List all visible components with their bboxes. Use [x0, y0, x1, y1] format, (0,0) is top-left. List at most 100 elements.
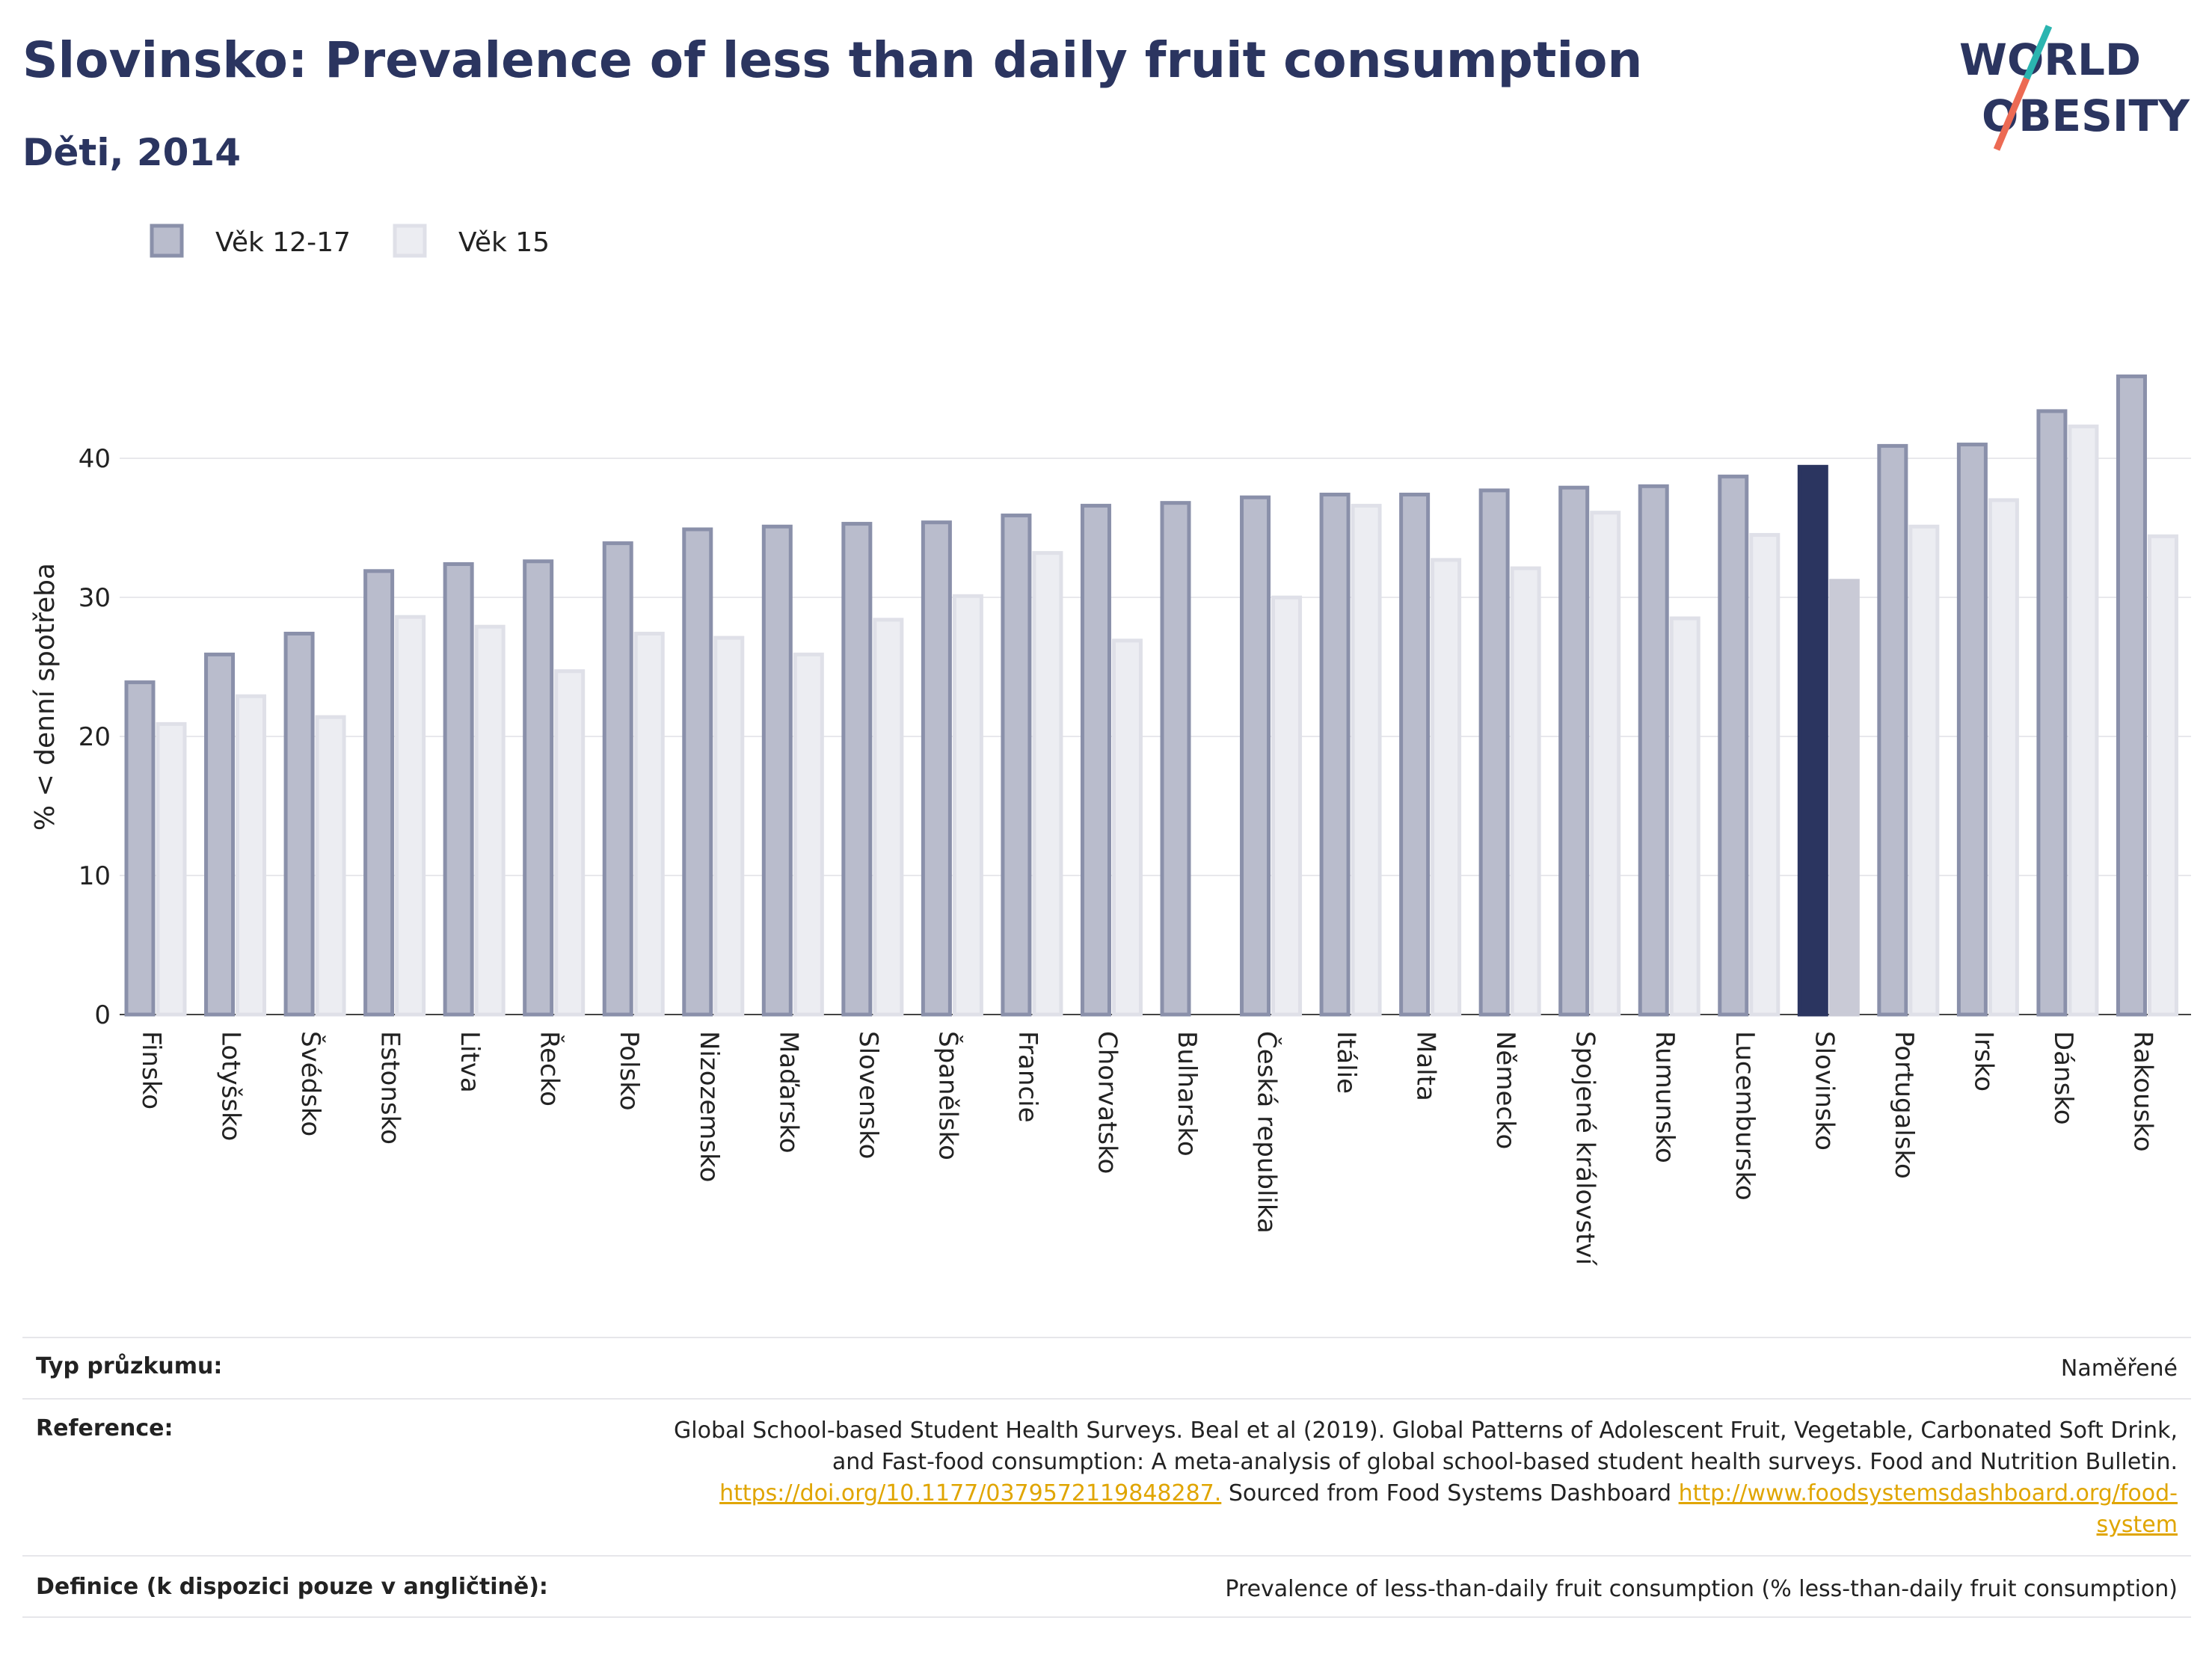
bar-age-15 [236, 694, 267, 1017]
bar-age-15 [1510, 566, 1541, 1017]
legend-label: Věk 15 [458, 227, 550, 258]
x-tick-label: Německo [1490, 1031, 1520, 1149]
bar-age-12-17 [921, 520, 952, 1017]
fsd-link[interactable]: http://www.foodsystemsdashboard.org/food… [1678, 1480, 2178, 1506]
x-tick-label: Malta [1411, 1031, 1441, 1101]
x-axis-ticks: Finsko Lotyšsko Švédsko Estonsko Litva Řecko P… [136, 1031, 2157, 1266]
bar-age-15 [1669, 616, 1701, 1017]
bar-age-12-17 [204, 652, 236, 1017]
x-tick-label: Dánsko [2048, 1031, 2078, 1125]
x-tick-label: Rakousko [2127, 1031, 2157, 1152]
reference-label: Reference: [36, 1415, 173, 1441]
y-tick-label: 40 [79, 444, 111, 474]
bar-age-15 [1590, 511, 1621, 1017]
bar-age-15 [395, 615, 426, 1017]
bar-age-15 [315, 715, 346, 1017]
bar-age-12-17 [1797, 464, 1828, 1017]
x-tick-label: Řecko [535, 1031, 565, 1106]
x-tick-label: Lotyšsko [216, 1031, 246, 1141]
bar-age-12-17 [1319, 493, 1351, 1017]
logo-slash-teal-icon [2023, 25, 2053, 80]
bar-age-12-17 [1399, 493, 1431, 1017]
legend-label: Věk 12-17 [215, 227, 351, 258]
bar-age-12-17 [443, 562, 474, 1017]
bar-age-15 [474, 624, 506, 1017]
bar-age-15 [1271, 595, 1303, 1017]
survey-type-label: Typ průzkumu: [36, 1353, 223, 1379]
divider [22, 1337, 2191, 1338]
x-tick-label: Spojené království [1570, 1031, 1600, 1266]
x-tick-label: Litva [455, 1031, 485, 1093]
y-tick-label: 0 [94, 1000, 111, 1030]
x-tick-label: Rumunsko [1650, 1031, 1680, 1163]
legend: Věk 12-17 Věk 15 [150, 224, 550, 258]
bar-age-12-17 [1956, 443, 1988, 1017]
bar-age-15 [713, 635, 745, 1017]
x-tick-label: Švédsko [295, 1031, 326, 1136]
bar-age-12-17 [1080, 503, 1111, 1017]
reference-sourced: Sourced from Food Systems Dashboard [1221, 1480, 1679, 1506]
bar-age-15 [1749, 532, 1781, 1017]
bar-age-12-17 [283, 632, 315, 1017]
x-tick-label: Finsko [136, 1031, 166, 1109]
x-tick-label: Estonsko [375, 1031, 405, 1145]
chart-subtitle: Děti, 2014 [22, 131, 242, 174]
x-tick-label: Chorvatsko [1092, 1031, 1122, 1174]
bar-age-12-17 [1638, 484, 1669, 1017]
fsd-link-cont[interactable]: system [2096, 1512, 2178, 1538]
bar-age-15 [554, 669, 586, 1017]
bar-age-15 [156, 721, 187, 1017]
y-axis-label: % < denní spotřeba [30, 563, 61, 831]
bar-age-15 [1111, 638, 1143, 1017]
bar-age-15 [2068, 424, 2099, 1017]
definition-label: Definice (k dispozici pouze v angličtině… [36, 1574, 548, 1600]
divider [22, 1616, 2191, 1618]
bar-age-12-17 [363, 569, 395, 1017]
legend-swatch [150, 224, 184, 258]
x-tick-label: Francie [1013, 1031, 1042, 1123]
bar-chart: Věk 12-17 Věk 15 0 10 20 30 40 Finsko Lotyšsko… [30, 224, 2191, 1266]
bar-age-12-17 [1558, 485, 1590, 1017]
chart-title: Slovinsko: Prevalence of less than daily… [22, 31, 1643, 89]
x-tick-label: Česká republika [1252, 1031, 1282, 1234]
bar-age-12-17 [1877, 443, 1908, 1017]
reference-line1: Global School-based Student Health Surve… [674, 1418, 2178, 1444]
survey-type-value: Naměřené [2060, 1355, 2178, 1382]
bar-age-15 [2147, 534, 2178, 1017]
x-tick-label: Španělsko [933, 1031, 963, 1160]
bar-age-12-17 [2116, 374, 2147, 1017]
bar-age-15 [873, 618, 904, 1017]
bar-age-12-17 [761, 524, 793, 1017]
x-tick-label: Lucembursko [1730, 1031, 1760, 1201]
bar-age-12-17 [1240, 495, 1271, 1017]
logo-slash-coral-icon [1993, 77, 2030, 151]
bar-age-15 [1032, 551, 1063, 1017]
legend-swatch [393, 224, 427, 258]
x-tick-label: Slovinsko [1809, 1031, 1839, 1151]
world-obesity-logo: WORLD OBESITY [1959, 25, 2190, 151]
bar-age-15 [952, 594, 983, 1017]
y-axis-ticks: 0 10 20 30 40 [79, 444, 111, 1030]
bar-age-12-17 [1160, 501, 1191, 1017]
bar-age-12-17 [682, 527, 713, 1017]
bar-age-12-17 [841, 522, 873, 1017]
x-tick-label: Portugalsko [1889, 1031, 1919, 1179]
reference-value: Global School-based Student Health Surve… [674, 1415, 2178, 1541]
x-tick-label: Nizozemsko [694, 1031, 724, 1182]
y-tick-label: 20 [79, 722, 111, 752]
doi-link[interactable]: https://doi.org/10.1177/0379572119848287… [719, 1480, 1222, 1506]
x-tick-label: Bulharsko [1172, 1031, 1202, 1157]
bars [124, 374, 2178, 1017]
y-tick-label: 30 [79, 583, 111, 613]
x-tick-label: Maďarsko [773, 1031, 803, 1154]
bar-age-15 [1908, 524, 1940, 1017]
divider [22, 1555, 2191, 1557]
bar-age-15 [1828, 579, 1860, 1017]
logo-line1: WORLD [1959, 34, 2141, 85]
reference-line2: and Fast-food consumption: A meta-analys… [832, 1449, 2178, 1475]
bar-age-12-17 [1718, 474, 1749, 1017]
x-tick-label: Irsko [1968, 1031, 1998, 1092]
x-tick-label: Polsko [614, 1031, 644, 1111]
bar-age-12-17 [124, 680, 156, 1017]
bar-age-12-17 [1001, 513, 1032, 1017]
